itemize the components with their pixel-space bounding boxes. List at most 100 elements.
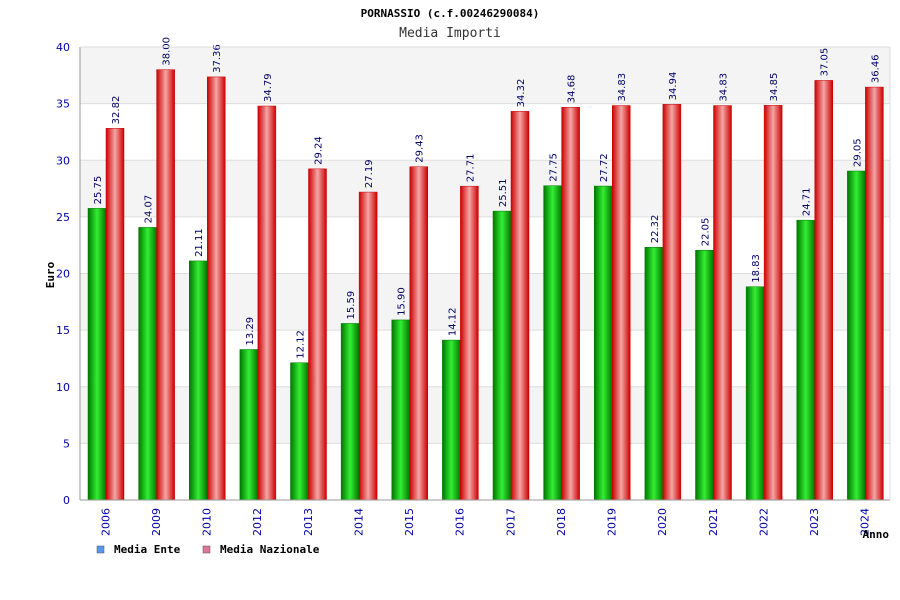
x-axis-ticks: 2006 2009 2010 2012 2013 2014 2015 2016 2017 2018… (99, 508, 871, 536)
axes (79, 46, 891, 501)
data-label-media-ente: 22.05 (701, 218, 712, 247)
x-tick-label: 2009 (150, 508, 163, 536)
data-label-media-nazionale: 34.79 (263, 73, 274, 102)
bar-media-nazionale (814, 80, 833, 501)
data-label-media-nazionale: 27.19 (364, 159, 375, 188)
bar-media-ente (847, 170, 866, 501)
data-label-media-nazionale: 29.43 (415, 134, 426, 163)
bar-media-ente (492, 210, 512, 501)
bar-media-ente (644, 246, 664, 501)
data-label-media-ente: 27.72 (599, 153, 610, 182)
x-tick-label: 2006 (99, 508, 112, 536)
bar-media-ente (340, 323, 360, 501)
x-tick-label: 2024 (859, 508, 872, 536)
y-tick-label: 30 (56, 154, 70, 167)
x-tick-label: 2013 (302, 508, 315, 536)
data-label-media-ente: 25.51 (498, 178, 509, 207)
data-label-media-nazionale: 27.71 (465, 154, 476, 183)
legend-label-media-ente: Media Ente (114, 543, 181, 556)
x-tick-label: 2014 (352, 508, 365, 536)
bar-media-nazionale (763, 105, 783, 501)
bar-media-nazionale (612, 105, 631, 501)
data-label-media-ente: 29.05 (852, 138, 863, 167)
x-tick-label: 2017 (504, 508, 517, 536)
data-labels: 25.75 32.82 24.07 38.00 21.11 37.36 13.29 34.79… (93, 37, 881, 359)
bar-media-ente (442, 339, 461, 501)
data-label-media-nazionale: 34.94 (668, 72, 679, 101)
bar-media-ente (87, 208, 107, 501)
data-label-media-ente: 18.83 (751, 254, 762, 283)
y-tick-label: 25 (56, 211, 70, 224)
x-tick-label: 2012 (251, 508, 264, 536)
legend: Media Ente Media Nazionale (96, 543, 320, 556)
bar-media-nazionale (257, 105, 277, 501)
data-label-media-nazionale: 34.83 (719, 73, 730, 102)
bar-media-nazionale (662, 104, 682, 501)
data-label-media-ente: 22.32 (650, 215, 661, 244)
y-tick-label: 15 (56, 324, 70, 337)
data-label-media-ente: 24.71 (802, 188, 813, 217)
data-label-media-nazionale: 38.00 (162, 37, 173, 66)
y-tick-label: 40 (56, 41, 70, 54)
y-tick-label: 35 (56, 98, 70, 111)
bar-media-nazionale (510, 111, 530, 501)
bar-media-ente (594, 185, 613, 501)
data-label-media-ente: 12.12 (296, 330, 307, 359)
data-label-media-ente: 24.07 (144, 195, 155, 224)
chart-title: PORNASSIO (c.f.00246290084) (361, 7, 540, 20)
data-label-media-nazionale: 32.82 (111, 96, 122, 125)
data-label-media-nazionale: 34.85 (769, 73, 780, 102)
data-label-media-ente: 14.12 (447, 307, 458, 336)
data-label-media-nazionale: 34.32 (516, 79, 527, 108)
legend-label-media-nazionale: Media Nazionale (220, 543, 320, 556)
data-label-media-ente: 25.75 (93, 176, 104, 205)
bar-media-nazionale (713, 105, 732, 501)
bar-media-nazionale (105, 128, 125, 501)
x-tick-label: 2020 (656, 508, 669, 536)
bar-media-ente (391, 319, 410, 501)
y-axis-label: Euro (44, 261, 57, 288)
data-label-media-ente: 15.90 (397, 287, 408, 316)
y-tick-label: 20 (56, 268, 70, 281)
bar-media-nazionale (460, 185, 479, 501)
x-tick-label: 2015 (403, 508, 416, 536)
bar-media-ente (695, 250, 714, 501)
data-label-media-ente: 13.29 (245, 317, 256, 346)
x-tick-label: 2018 (555, 508, 568, 536)
data-label-media-nazionale: 37.36 (212, 44, 223, 73)
data-label-media-nazionale: 36.46 (870, 54, 881, 83)
x-tick-label: 2023 (808, 508, 821, 536)
legend-swatch-media-nazionale (202, 545, 211, 554)
bar-media-ente (189, 260, 208, 501)
data-label-media-nazionale: 34.83 (617, 73, 628, 102)
bar-media-ente (543, 185, 562, 501)
bar-media-ente (138, 227, 157, 501)
chart-subtitle: Media Importi (399, 26, 501, 41)
x-tick-label: 2021 (707, 508, 720, 536)
data-label-media-ente: 21.11 (194, 228, 205, 257)
bar-media-nazionale (207, 76, 226, 501)
bar-media-nazionale (865, 86, 884, 501)
bar-media-nazionale (358, 191, 378, 501)
data-label-media-nazionale: 29.24 (314, 136, 325, 165)
x-tick-label: 2019 (606, 508, 619, 536)
y-tick-label: 10 (56, 381, 70, 394)
bar-media-nazionale (561, 106, 580, 501)
data-label-media-nazionale: 37.05 (820, 48, 831, 77)
y-axis-ticks: 0 5 10 15 20 25 30 35 40 (56, 41, 70, 507)
bar-media-nazionale (156, 69, 175, 501)
y-tick-label: 5 (63, 437, 70, 450)
data-label-media-ente: 27.75 (549, 153, 560, 182)
data-label-media-nazionale: 34.68 (567, 75, 578, 104)
bar-media-ente (239, 349, 259, 501)
bar-media-ente (745, 286, 765, 501)
x-tick-label: 2010 (201, 508, 214, 536)
bar-media-nazionale (409, 166, 428, 501)
bar-media-ente (290, 362, 309, 501)
bars (87, 69, 884, 501)
data-label-media-ente: 15.59 (346, 291, 357, 320)
x-tick-label: 2016 (454, 508, 467, 536)
legend-swatch-media-ente (96, 545, 105, 554)
x-axis-label: Anno (863, 528, 890, 541)
